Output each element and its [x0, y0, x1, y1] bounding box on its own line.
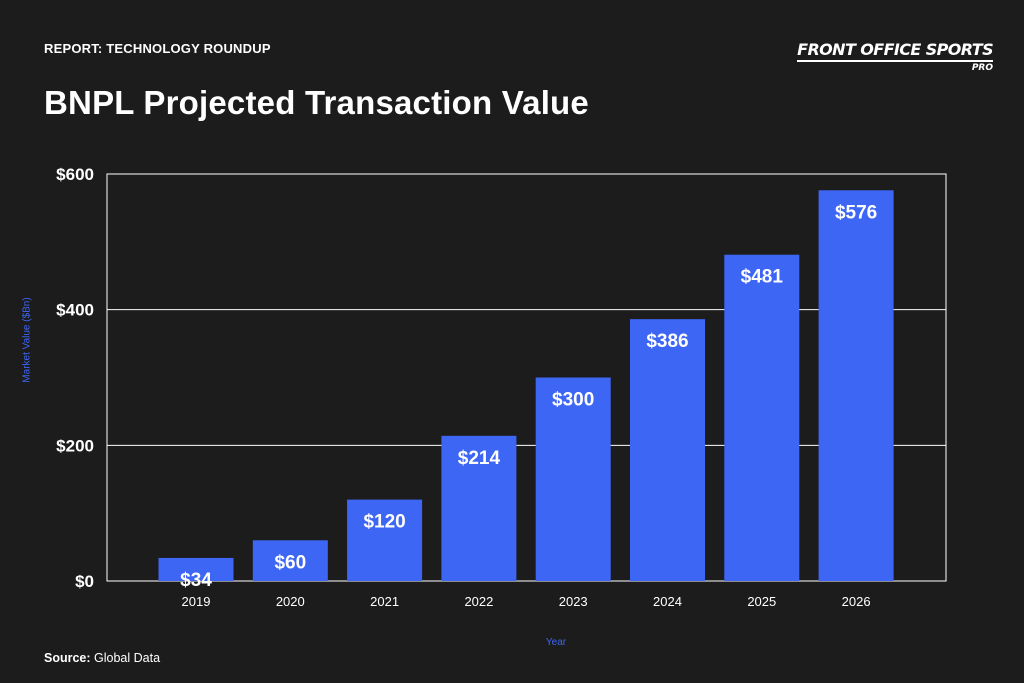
bar-data-label: $300 — [552, 390, 594, 411]
y-tick-label: $600 — [56, 165, 94, 184]
source-label: Source: — [44, 651, 91, 665]
x-tick-label: 2020 — [276, 594, 305, 609]
x-axis-title: Year — [545, 637, 567, 648]
bar-data-label: $120 — [363, 512, 405, 533]
bar-data-label: $481 — [741, 267, 784, 288]
bar-data-label: $60 — [274, 552, 306, 573]
bar — [158, 557, 234, 581]
x-tick-label: 2022 — [464, 594, 493, 609]
report-kicker: REPORT: TECHNOLOGY ROUNDUP — [44, 41, 271, 56]
source-note: Source: Global Data — [44, 651, 160, 665]
plot-frame — [106, 173, 947, 582]
bar — [724, 254, 800, 581]
chart-title: BNPL Projected Transaction Value — [44, 84, 589, 121]
y-tick-label: $0 — [75, 572, 94, 591]
x-tick-label: 2024 — [653, 594, 682, 609]
bar-data-label: $386 — [646, 331, 688, 352]
x-tick-label: 2021 — [370, 594, 399, 609]
bar — [630, 319, 705, 581]
bar — [441, 435, 517, 581]
y-tick-label: $200 — [56, 436, 94, 455]
bar-data-label: $214 — [458, 448, 501, 469]
y-axis-title: Market Value ($Bn) — [21, 297, 33, 383]
brand-logo: FRONT OFFICE SPORTS PRO — [797, 40, 994, 73]
bar-data-label: $34 — [180, 570, 212, 591]
y-tick-label: $400 — [56, 301, 94, 320]
x-tick-label: 2026 — [842, 594, 871, 609]
x-tick-label: 2025 — [747, 594, 776, 609]
bar-data-label: $576 — [835, 202, 877, 223]
bar — [818, 190, 894, 581]
bar — [535, 377, 611, 581]
brand-logo-main: FRONT OFFICE SPORTS — [797, 40, 994, 62]
x-tick-label: 2019 — [182, 594, 211, 609]
source-value: Global Data — [90, 651, 161, 665]
brand-logo-sub: PRO — [971, 63, 993, 73]
x-tick-label: 2023 — [559, 594, 588, 609]
bar — [347, 499, 423, 581]
bar — [252, 540, 328, 581]
